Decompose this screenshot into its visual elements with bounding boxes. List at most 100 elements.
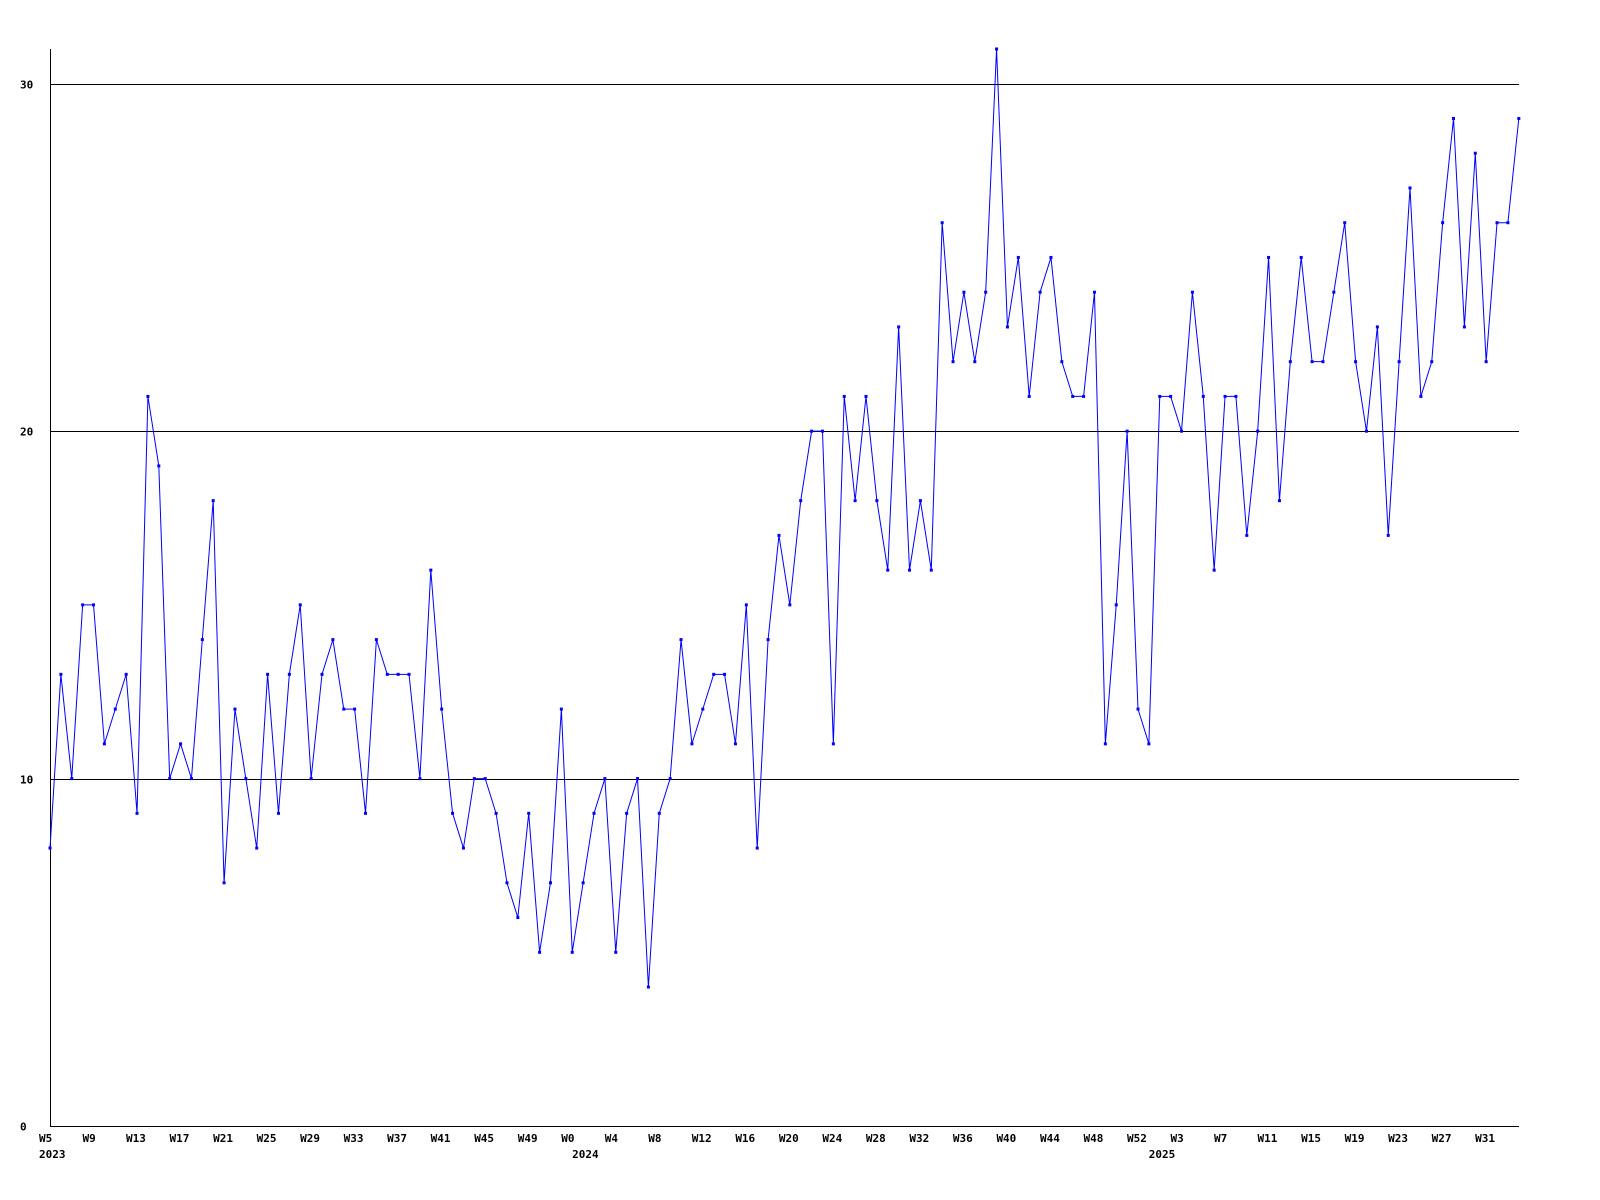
data-point bbox=[200, 638, 204, 642]
data-point bbox=[494, 811, 498, 815]
data-point bbox=[875, 499, 879, 503]
data-point bbox=[1452, 116, 1456, 120]
x-tick-label: W31 bbox=[1475, 1132, 1495, 1145]
data-point bbox=[668, 777, 672, 781]
data-point bbox=[1495, 221, 1499, 225]
data-point bbox=[929, 568, 933, 572]
year-label: 2023 bbox=[39, 1148, 66, 1161]
x-tick-label: W32 bbox=[909, 1132, 929, 1145]
data-series bbox=[48, 47, 1521, 989]
data-point bbox=[342, 707, 346, 711]
data-point bbox=[124, 672, 128, 676]
data-point bbox=[451, 811, 455, 815]
data-point bbox=[1147, 742, 1151, 746]
data-point bbox=[92, 603, 96, 607]
data-point bbox=[331, 638, 335, 642]
data-point bbox=[1125, 429, 1129, 433]
data-point bbox=[1277, 499, 1281, 503]
data-point bbox=[309, 777, 313, 781]
data-point bbox=[1321, 360, 1325, 364]
data-point bbox=[614, 950, 618, 954]
data-point bbox=[625, 811, 629, 815]
data-point bbox=[777, 533, 781, 537]
data-point bbox=[810, 429, 814, 433]
x-tick-label: W41 bbox=[431, 1132, 451, 1145]
data-point bbox=[1506, 221, 1510, 225]
data-point bbox=[276, 811, 280, 815]
data-point bbox=[897, 325, 901, 329]
x-tick-label: W48 bbox=[1083, 1132, 1103, 1145]
data-point bbox=[1364, 429, 1368, 433]
data-point bbox=[472, 777, 476, 781]
data-point bbox=[984, 290, 988, 294]
data-point bbox=[429, 568, 433, 572]
data-point bbox=[799, 499, 803, 503]
data-point bbox=[755, 846, 759, 850]
x-tick-label: W15 bbox=[1301, 1132, 1321, 1145]
data-point bbox=[690, 742, 694, 746]
x-tick-label: W5 bbox=[39, 1132, 52, 1145]
data-point bbox=[1234, 394, 1238, 398]
data-point bbox=[418, 777, 422, 781]
data-point bbox=[548, 881, 552, 885]
data-point bbox=[1397, 360, 1401, 364]
data-point bbox=[374, 638, 378, 642]
x-tick-label: W29 bbox=[300, 1132, 320, 1145]
data-point bbox=[733, 742, 737, 746]
data-point bbox=[527, 811, 531, 815]
data-point bbox=[962, 290, 966, 294]
data-point bbox=[1071, 394, 1075, 398]
y-tick-label: 30 bbox=[20, 79, 33, 92]
data-point bbox=[1223, 394, 1227, 398]
data-point bbox=[1484, 360, 1488, 364]
data-point bbox=[320, 672, 324, 676]
x-tick-label: W37 bbox=[387, 1132, 407, 1145]
data-point bbox=[908, 568, 912, 572]
data-point bbox=[113, 707, 117, 711]
x-tick-label: W27 bbox=[1432, 1132, 1452, 1145]
data-point bbox=[1245, 533, 1249, 537]
data-point bbox=[461, 846, 465, 850]
data-point bbox=[353, 707, 357, 711]
data-point bbox=[766, 638, 770, 642]
data-point bbox=[516, 916, 520, 920]
data-point bbox=[603, 777, 607, 781]
x-tick-label: W7 bbox=[1214, 1132, 1227, 1145]
data-point bbox=[940, 221, 944, 225]
x-tick-label: W33 bbox=[344, 1132, 364, 1145]
data-point bbox=[820, 429, 824, 433]
data-point bbox=[1430, 360, 1434, 364]
data-point bbox=[266, 672, 270, 676]
data-point bbox=[81, 603, 85, 607]
data-point bbox=[1517, 116, 1521, 120]
data-point bbox=[135, 811, 139, 815]
x-tick-label: W19 bbox=[1345, 1132, 1365, 1145]
data-point bbox=[211, 499, 215, 503]
series-line bbox=[49, 48, 1520, 988]
data-point bbox=[1114, 603, 1118, 607]
y-tick-label: 20 bbox=[20, 426, 33, 439]
data-point bbox=[918, 499, 922, 503]
x-tick-label: W21 bbox=[213, 1132, 233, 1145]
data-point bbox=[440, 707, 444, 711]
year-label: 2024 bbox=[572, 1148, 599, 1161]
data-point bbox=[646, 985, 650, 989]
data-point bbox=[973, 360, 977, 364]
data-point bbox=[222, 881, 226, 885]
data-point bbox=[1103, 742, 1107, 746]
x-tick-labels: W5 W9 W13 W17 W21 W25 W29 W33 W37 W41 W45 W49 W0 W4 W8… bbox=[39, 1132, 1495, 1145]
data-point bbox=[788, 603, 792, 607]
data-point bbox=[298, 603, 302, 607]
data-point bbox=[483, 777, 487, 781]
data-point bbox=[570, 950, 574, 954]
x-tick-label: W49 bbox=[518, 1132, 538, 1145]
data-point bbox=[592, 811, 596, 815]
data-point bbox=[407, 672, 411, 676]
data-point bbox=[1288, 360, 1292, 364]
data-point bbox=[853, 499, 857, 503]
y-tick-labels: 0 10 20 30 bbox=[20, 79, 33, 1134]
x-tick-label: W13 bbox=[126, 1132, 146, 1145]
data-point bbox=[1060, 360, 1064, 364]
data-point bbox=[1016, 255, 1020, 259]
